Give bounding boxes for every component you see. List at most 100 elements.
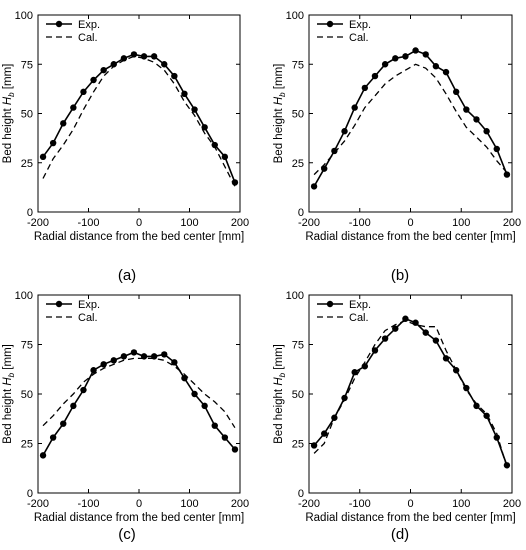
legend-marker: [326, 20, 334, 28]
legend-label: Cal.: [349, 312, 369, 324]
legend-label: Exp.: [349, 19, 371, 31]
data-point: [90, 76, 97, 84]
x-tick-label: 0: [136, 217, 142, 229]
data-point: [493, 145, 500, 153]
series-line-cal: [42, 357, 236, 429]
data-point: [402, 315, 409, 322]
data-point: [211, 422, 218, 429]
y-tick-label: 100: [286, 290, 304, 302]
data-point: [161, 351, 168, 358]
data-point: [39, 452, 47, 459]
data-point: [201, 402, 208, 410]
data-point: [80, 386, 87, 394]
data-point: [49, 434, 57, 441]
data-point: [371, 72, 379, 80]
x-tick-label: 200: [231, 217, 249, 229]
data-point: [130, 51, 138, 58]
data-point: [432, 337, 440, 344]
data-point: [130, 349, 138, 356]
x-tick-label: -100: [77, 498, 99, 510]
y-tick-label: 50: [21, 389, 33, 401]
data-point: [171, 359, 178, 366]
legend-marker: [55, 300, 63, 308]
y-tick-label: 25: [21, 439, 33, 451]
data-point: [211, 141, 218, 149]
data-point: [100, 66, 107, 74]
data-point: [231, 446, 239, 453]
x-axis-label: Radial distance from the bed center [mm]: [34, 512, 244, 524]
data-point: [201, 124, 208, 131]
panel-caption: (a): [118, 267, 136, 284]
x-tick-label: -100: [349, 498, 371, 510]
data-point: [150, 53, 158, 60]
legend-label: Cal.: [78, 32, 98, 44]
data-point: [140, 53, 148, 60]
y-tick-label: 25: [292, 158, 304, 170]
y-tick-label: 75: [21, 59, 33, 71]
x-tick-label: 100: [452, 217, 470, 229]
data-point: [221, 434, 229, 441]
x-tick-label: -100: [77, 217, 99, 229]
x-tick-label: 200: [503, 498, 521, 510]
data-point: [70, 104, 77, 111]
data-point: [452, 88, 460, 96]
data-point: [392, 325, 399, 332]
data-point: [100, 361, 107, 368]
data-point: [402, 53, 409, 60]
chart-panel-2: -200 -100 0 100 200 0 25 50 75 100 Radial distance…: [273, 10, 521, 284]
y-tick-label: 50: [21, 109, 33, 121]
data-point: [432, 63, 440, 70]
data-point: [371, 347, 379, 354]
x-tick-label: 100: [452, 498, 470, 510]
x-tick-label: -100: [349, 217, 371, 229]
chart-panel-1: -200 -100 0 100 200 0 25 50 75 100 Radial distance…: [2, 10, 249, 284]
y-tick-label: 25: [21, 158, 33, 170]
data-point: [120, 353, 128, 360]
x-axis-label: Radial distance from the bed center [mm]: [34, 231, 244, 243]
legend-marker: [55, 20, 63, 28]
data-point: [473, 402, 480, 410]
x-tick-label: 0: [407, 498, 413, 510]
data-point: [70, 402, 77, 410]
y-tick-label: 50: [292, 109, 304, 121]
panel-caption: (b): [391, 267, 409, 284]
data-point: [392, 55, 399, 62]
y-tick-label: 25: [292, 439, 304, 451]
legend-label: Cal.: [349, 32, 369, 44]
legend-marker: [326, 300, 334, 308]
y-axis-label: Bed height Hb [mm]: [2, 344, 16, 444]
data-point: [331, 147, 338, 155]
data-point: [191, 390, 198, 398]
x-tick-label: -200: [298, 217, 320, 229]
series-line-exp: [42, 53, 236, 183]
series-line-cal: [313, 320, 508, 468]
y-tick-label: 75: [292, 340, 304, 352]
y-tick-label: 0: [298, 207, 304, 219]
x-tick-label: -200: [27, 217, 49, 229]
data-point: [473, 116, 480, 123]
data-point: [422, 329, 429, 336]
plot-frame: [37, 294, 241, 494]
data-point: [442, 68, 450, 76]
plot-frame: [37, 14, 241, 213]
data-point: [110, 357, 117, 364]
data-point: [120, 55, 128, 62]
data-point: [341, 128, 348, 135]
data-point: [181, 90, 188, 98]
data-point: [361, 84, 369, 92]
legend-label: Exp.: [78, 19, 100, 31]
data-point: [60, 120, 67, 127]
data-point: [191, 106, 198, 113]
y-tick-label: 100: [286, 10, 304, 22]
data-point: [412, 47, 419, 54]
legend-label: Exp.: [78, 299, 100, 311]
y-tick-label: 0: [27, 488, 33, 500]
data-point: [422, 51, 429, 58]
y-axis-label: Bed height Hb [mm]: [273, 344, 287, 444]
panel-caption: (c): [118, 526, 136, 543]
data-point: [90, 367, 97, 374]
data-point: [381, 335, 389, 342]
data-point: [310, 183, 318, 190]
data-point: [39, 153, 47, 161]
plot-frame: [308, 294, 513, 494]
